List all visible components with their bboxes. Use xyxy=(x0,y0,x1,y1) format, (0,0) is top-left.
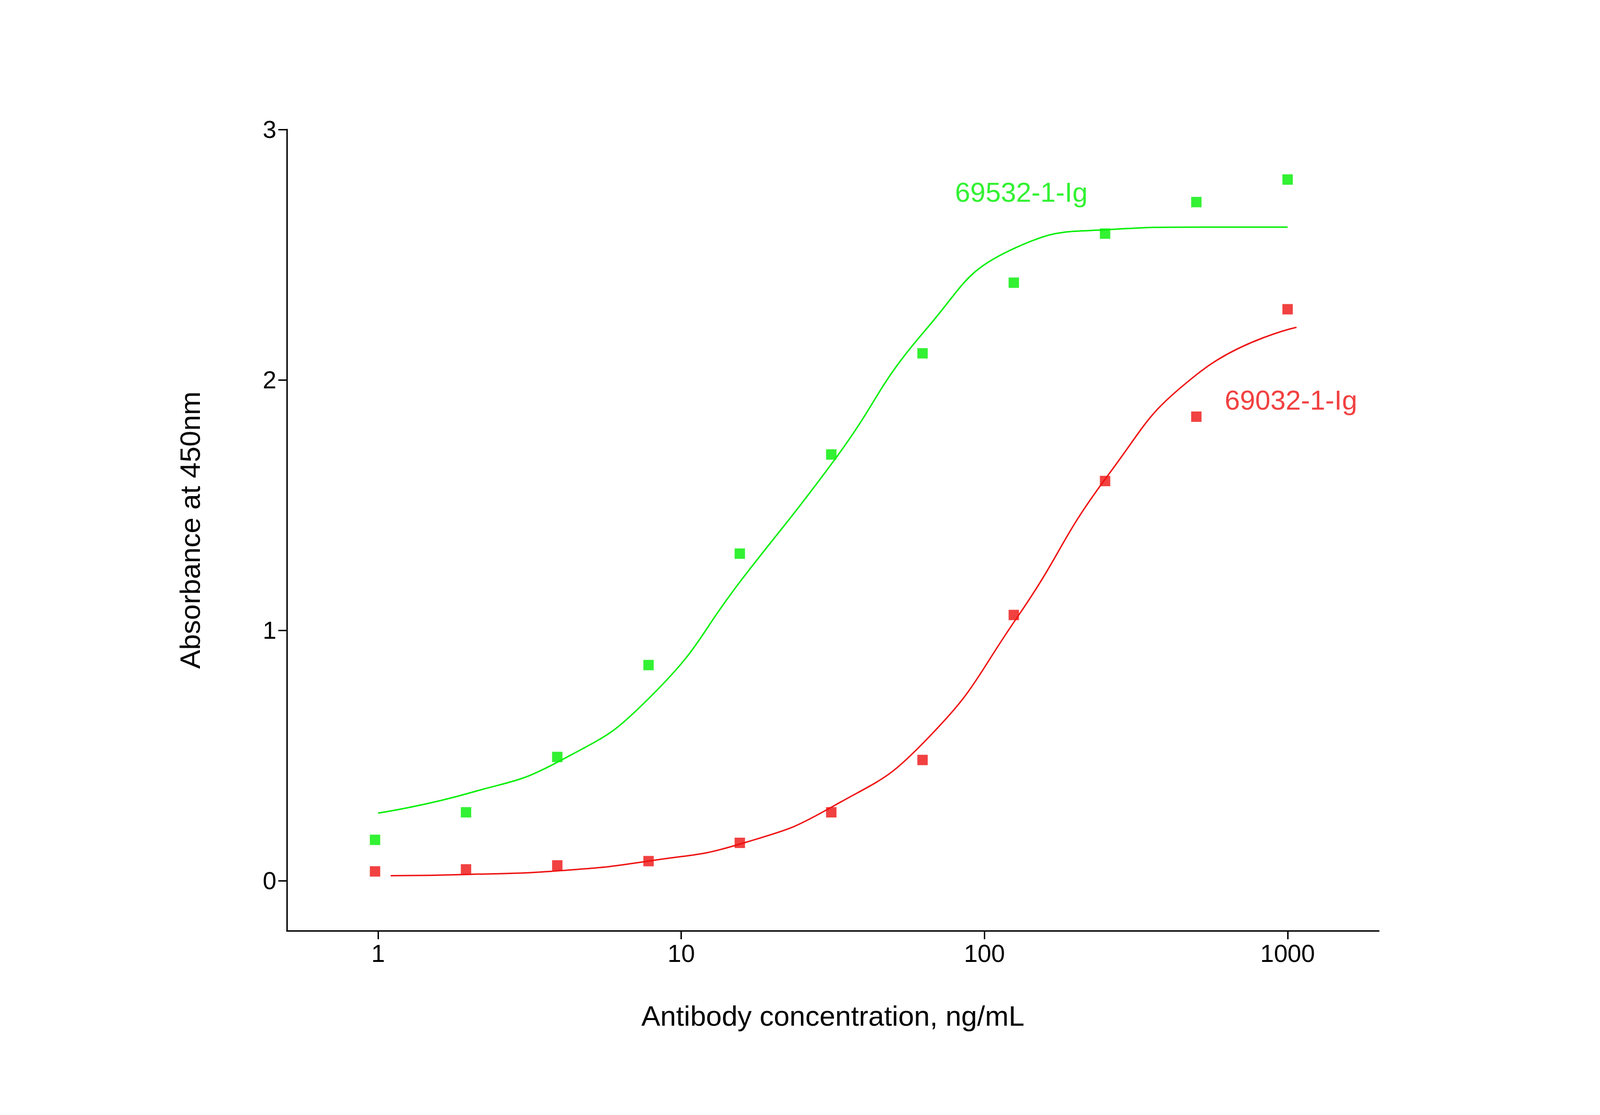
svg-text:3: 3 xyxy=(262,115,277,144)
svg-text:69032-1-Ig: 69032-1-Ig xyxy=(1224,384,1358,416)
svg-text:Antibody concentration, ng/mL: Antibody concentration, ng/mL xyxy=(641,1000,1025,1033)
svg-text:100: 100 xyxy=(963,939,1006,968)
svg-text:69532-1-Ig: 69532-1-Ig xyxy=(954,176,1088,208)
svg-text:2: 2 xyxy=(262,366,277,394)
svg-text:1000: 1000 xyxy=(1260,939,1316,968)
svg-text:10: 10 xyxy=(667,939,696,968)
svg-text:0: 0 xyxy=(262,867,277,895)
svg-text:Absorbance at 450nm: Absorbance at 450nm xyxy=(174,391,207,669)
svg-text:1: 1 xyxy=(371,939,386,968)
svg-text:1: 1 xyxy=(262,616,277,645)
